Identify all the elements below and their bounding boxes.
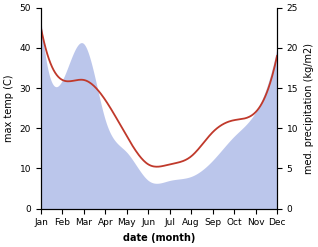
X-axis label: date (month): date (month) [123,233,195,243]
Y-axis label: med. precipitation (kg/m2): med. precipitation (kg/m2) [304,43,314,174]
Y-axis label: max temp (C): max temp (C) [4,74,14,142]
